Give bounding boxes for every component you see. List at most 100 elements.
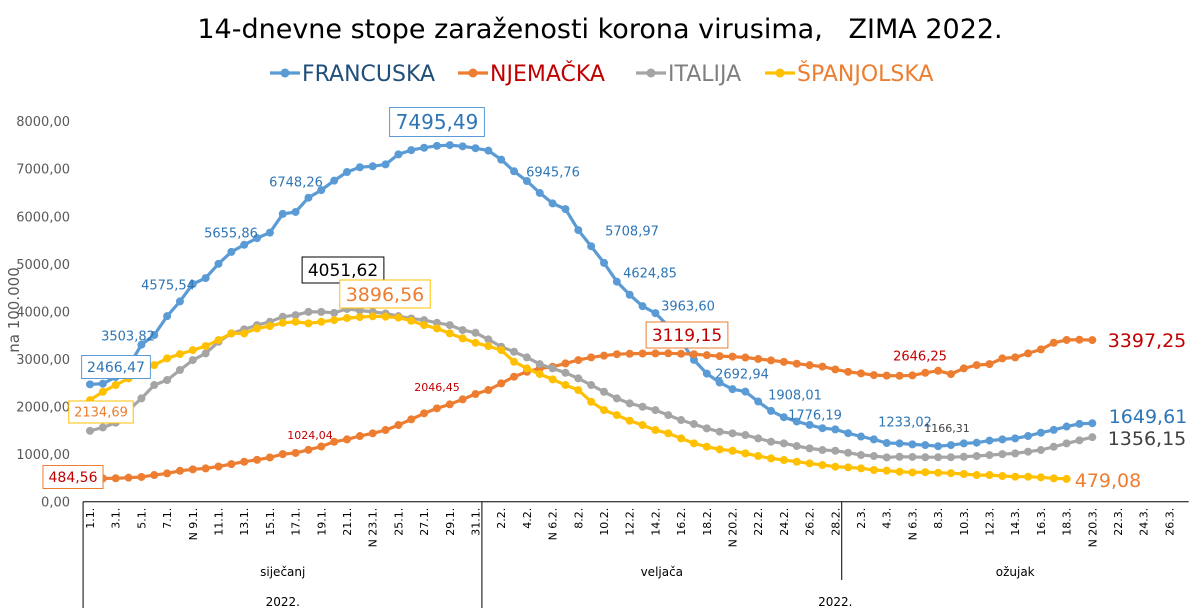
data-point — [150, 331, 159, 340]
data-point — [638, 302, 647, 311]
data-point — [163, 312, 172, 321]
data-point — [1088, 336, 1097, 345]
data-point — [664, 349, 673, 358]
data-point — [227, 460, 236, 469]
x-tick-label: 16.2. — [675, 508, 688, 536]
data-point — [1075, 335, 1084, 344]
x-tick-label: 4.2. — [521, 508, 534, 529]
data-label: 3963,60 — [661, 300, 715, 315]
data-point — [381, 426, 390, 435]
data-point — [368, 162, 377, 171]
data-point — [561, 368, 570, 377]
data-point — [1049, 442, 1058, 451]
data-point — [330, 308, 339, 317]
data-point — [484, 342, 493, 351]
data-point — [998, 354, 1007, 363]
data-point — [1024, 349, 1033, 358]
data-point — [458, 326, 467, 335]
data-point — [831, 365, 840, 374]
data-point — [1024, 472, 1033, 481]
data-point — [265, 228, 274, 237]
data-label-text: 6945,76 — [526, 166, 580, 181]
data-point — [407, 316, 416, 325]
data-point — [895, 467, 904, 476]
data-point — [163, 376, 172, 385]
data-point — [651, 406, 660, 415]
data-point — [664, 429, 673, 438]
data-point — [432, 404, 441, 413]
x-tick-label: 14.2. — [649, 508, 662, 536]
data-point — [137, 394, 146, 403]
data-point — [857, 451, 865, 460]
data-label-text: 2134,69 — [74, 406, 128, 421]
data-point — [445, 321, 454, 330]
data-point — [535, 188, 544, 197]
data-point — [689, 350, 698, 359]
x-tick-label: 13.1. — [238, 508, 251, 536]
data-point — [625, 416, 634, 425]
data-point — [278, 318, 287, 327]
data-point — [432, 324, 441, 333]
data-point — [882, 439, 891, 448]
data-point — [587, 397, 596, 406]
x-tick-label: 18.2. — [701, 508, 714, 536]
data-point — [985, 471, 994, 480]
data-point — [317, 307, 326, 316]
data-label-text: 4051,62 — [308, 261, 378, 281]
data-point — [471, 144, 480, 153]
data-point — [972, 438, 981, 447]
legend-marker — [775, 68, 785, 78]
data-point — [805, 459, 814, 468]
x-tick-label: N 20.3. — [1086, 508, 1099, 548]
data-point — [137, 472, 146, 481]
series-line — [89, 314, 1067, 481]
series-njemačka — [86, 335, 1097, 483]
data-label: 6945,76 — [526, 166, 580, 181]
data-point — [754, 397, 763, 406]
x-tick-label: 8.2. — [572, 508, 585, 529]
x-axis: 1.1. 3.1. 5.1. 7.1. N 9.1. 11.1. 13.1. 15.1. 17.… — [82, 501, 1189, 608]
data-point — [818, 424, 827, 433]
x-tick-label: 1.1. — [84, 508, 97, 529]
data-point — [1036, 446, 1045, 455]
data-point — [792, 417, 801, 426]
data-point — [741, 387, 750, 396]
data-point — [278, 312, 287, 321]
data-point — [882, 466, 891, 475]
data-point — [908, 452, 917, 461]
data-point — [98, 379, 107, 388]
x-tick-label: 3.1. — [110, 508, 123, 529]
x-tick-label: 15.1. — [264, 508, 277, 536]
data-point — [741, 449, 750, 458]
x-tick-label: N 6.2. — [547, 508, 560, 541]
data-point — [934, 468, 943, 477]
data-point — [240, 329, 249, 338]
x-tick-label: 8.3. — [932, 508, 945, 529]
data-point — [1088, 433, 1097, 442]
data-point — [985, 360, 994, 369]
data-point — [510, 372, 519, 381]
data-point — [548, 364, 557, 373]
data-point — [972, 452, 981, 461]
data-point — [227, 247, 236, 256]
data-label: 2134,69 — [68, 400, 134, 424]
year-label: 2022. — [266, 595, 300, 608]
data-point — [355, 313, 364, 322]
data-point — [510, 167, 519, 176]
data-point — [253, 234, 262, 243]
data-label-text: 3119,15 — [652, 326, 722, 346]
data-point — [574, 386, 583, 395]
data-point — [201, 274, 210, 283]
x-tick-label: 26.2. — [804, 508, 817, 536]
data-point — [779, 357, 788, 366]
x-tick-label: 4.3. — [881, 508, 894, 529]
data-point — [381, 160, 390, 169]
data-point — [1011, 353, 1020, 362]
data-point — [317, 442, 326, 451]
data-point — [175, 350, 184, 359]
data-point — [1049, 474, 1058, 483]
data-point — [612, 277, 621, 286]
data-label-text: 479,08 — [1075, 470, 1141, 492]
data-point — [882, 371, 891, 380]
x-tick-label: 28.2. — [829, 508, 842, 536]
